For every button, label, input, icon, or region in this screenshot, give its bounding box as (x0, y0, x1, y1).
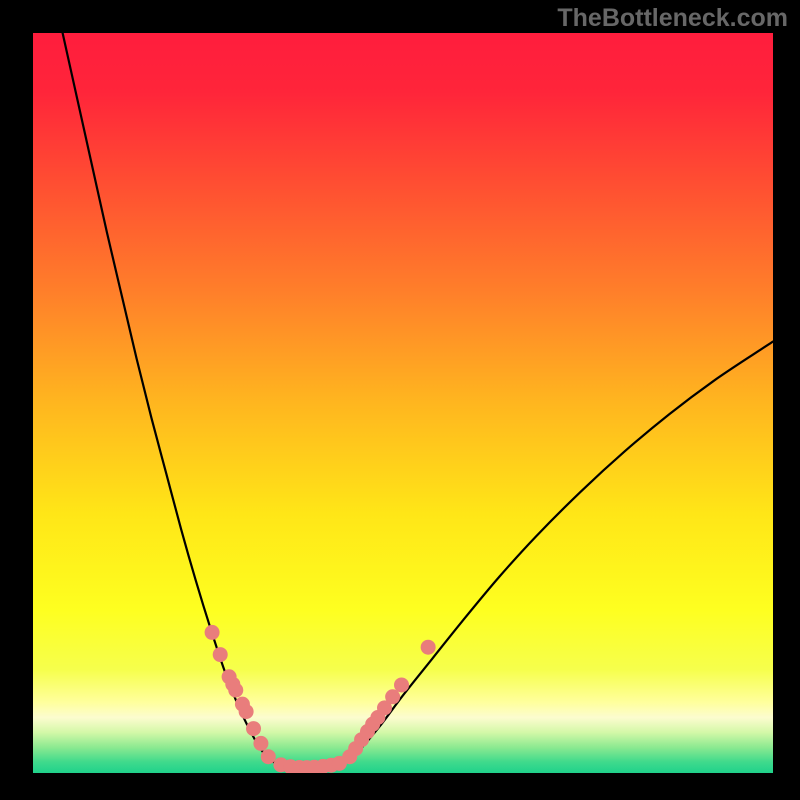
data-point (246, 721, 261, 736)
data-point (261, 749, 276, 764)
data-point (239, 704, 254, 719)
bottleneck-curve-svg (33, 33, 773, 773)
data-point (205, 625, 220, 640)
data-point (228, 683, 243, 698)
data-point (253, 736, 268, 751)
data-point (213, 647, 228, 662)
gradient-background (33, 33, 773, 773)
plot-area (33, 33, 773, 773)
data-point (385, 689, 400, 704)
chart-root: TheBottleneck.com (0, 0, 800, 800)
data-point (421, 640, 436, 655)
data-point (394, 677, 409, 692)
watermark-text: TheBottleneck.com (557, 4, 788, 33)
